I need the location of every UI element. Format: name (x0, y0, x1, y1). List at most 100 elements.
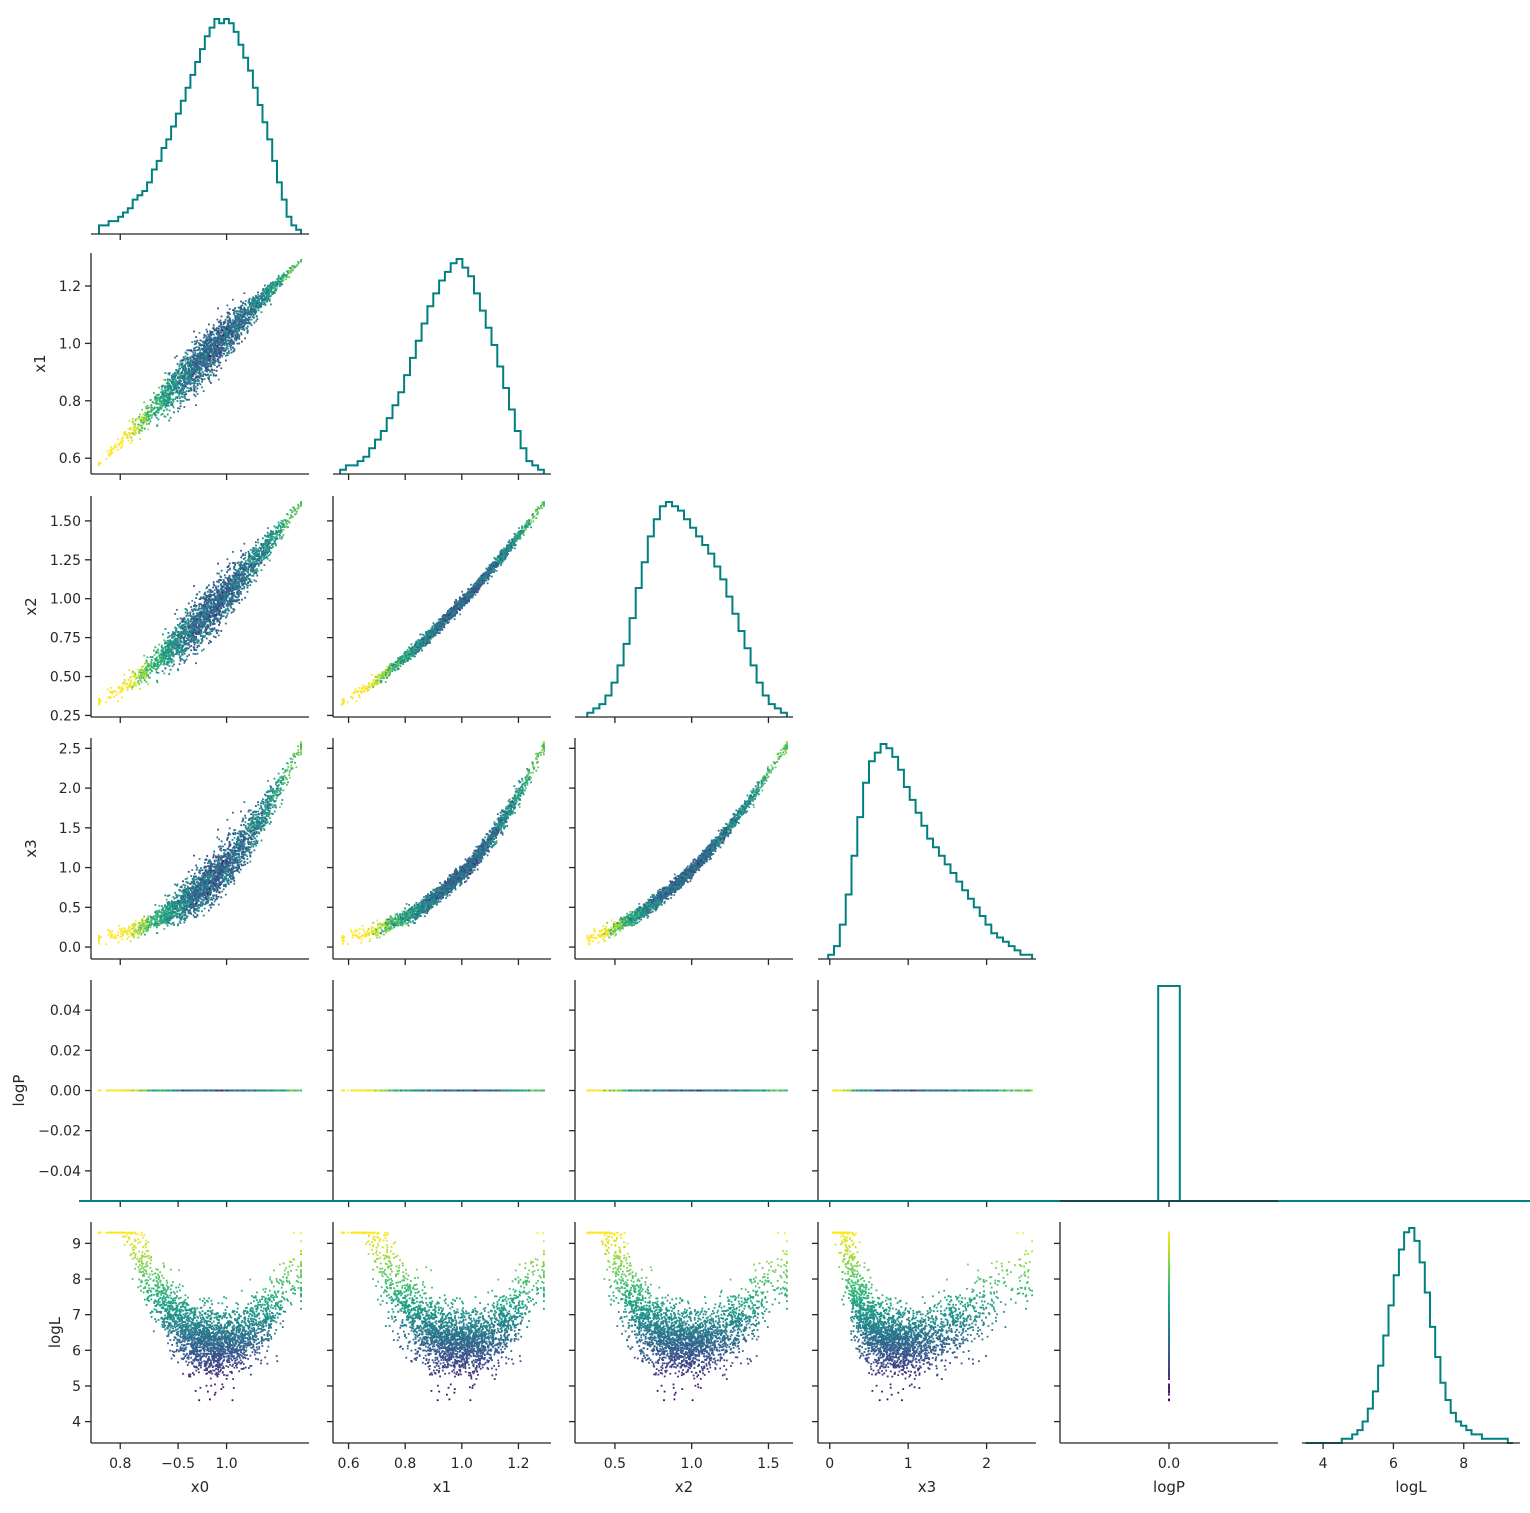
scatter-point (235, 582, 237, 584)
scatter-point (269, 289, 271, 291)
scatter-point (165, 379, 167, 381)
scatter-point (141, 681, 143, 683)
scatter-point (265, 294, 267, 296)
scatter-point (132, 418, 134, 420)
scatter-point (221, 596, 223, 598)
scatter-point (113, 696, 115, 698)
scatter-point (174, 627, 176, 629)
scatter-point (205, 348, 207, 350)
scatter-point (186, 655, 188, 657)
scatter-point (283, 529, 285, 531)
scatter-point (195, 404, 197, 406)
scatter-point (260, 293, 262, 295)
scatter-point (147, 656, 149, 658)
scatter-point (201, 640, 203, 642)
scatter-point (175, 396, 177, 398)
scatter-point (153, 392, 155, 394)
scatter-point (300, 260, 302, 262)
scatter-point (196, 605, 198, 607)
scatter-point (221, 337, 223, 339)
scatter-point (199, 614, 201, 616)
scatter-point (191, 363, 193, 365)
scatter-point (163, 653, 165, 655)
scatter-point (271, 286, 273, 288)
scatter-point (157, 681, 159, 683)
scatter-point (280, 522, 282, 524)
scatter-point (190, 382, 192, 384)
scatter-point (219, 344, 221, 346)
scatter-point (137, 424, 139, 426)
scatter-point (152, 401, 154, 403)
scatter-point (180, 644, 182, 646)
scatter-point (203, 616, 205, 618)
scatter-point (190, 639, 192, 641)
scatter-point (195, 376, 197, 378)
scatter-point (230, 603, 232, 605)
scatter-point (225, 609, 227, 611)
scatter-point (179, 647, 181, 649)
scatter-point (189, 625, 191, 627)
scatter-point (195, 386, 197, 388)
scatter-point (226, 328, 228, 330)
scatter-point (236, 315, 238, 317)
scatter-point (239, 575, 241, 577)
scatter-point (131, 688, 133, 690)
scatter-point (199, 332, 201, 334)
scatter-point (229, 345, 231, 347)
scatter-point (202, 608, 204, 610)
scatter-point (145, 412, 147, 414)
scatter-point (254, 561, 256, 563)
scatter-point (221, 327, 223, 329)
scatter-point (148, 423, 150, 425)
scatter-point (186, 633, 188, 635)
scatter-point (197, 385, 199, 387)
scatter-point (242, 309, 244, 311)
scatter-point (255, 545, 257, 547)
scatter-point (150, 399, 152, 401)
scatter-point (188, 390, 190, 392)
scatter-point (197, 355, 199, 357)
scatter-point (231, 352, 233, 354)
scatter-point (270, 304, 272, 306)
scatter-point (243, 583, 245, 585)
scatter-point (260, 543, 262, 545)
scatter-point (197, 368, 199, 370)
scatter-point (170, 669, 172, 671)
scatter-point (134, 673, 136, 675)
scatter-point (257, 307, 259, 309)
scatter-point (265, 543, 267, 545)
scatter-point (215, 350, 217, 352)
scatter-point (210, 357, 212, 359)
scatter-point (258, 303, 260, 305)
scatter-point (233, 312, 235, 314)
scatter-point (246, 322, 248, 324)
scatter-point (203, 636, 205, 638)
scatter-point (281, 283, 283, 285)
scatter-point (239, 577, 241, 579)
scatter-point (200, 624, 202, 626)
scatter-point (197, 366, 199, 368)
scatter-point (228, 600, 230, 602)
scatter-point (173, 411, 175, 413)
scatter-point (231, 593, 233, 595)
scatter-point (240, 308, 242, 310)
scatter-point (186, 387, 188, 389)
scatter-point (241, 325, 243, 327)
scatter-point (193, 348, 195, 350)
scatter-point (170, 390, 172, 392)
scatter-point (206, 359, 208, 361)
scatter-point (135, 428, 137, 430)
scatter-point (232, 562, 234, 564)
scatter-point (176, 390, 178, 392)
scatter-point (195, 597, 197, 599)
scatter-point (183, 633, 185, 635)
scatter-point (229, 588, 231, 590)
scatter-point (257, 542, 259, 544)
scatter-point (226, 571, 228, 573)
scatter-point (245, 300, 247, 302)
scatter-point (236, 599, 238, 601)
scatter-point (202, 349, 204, 351)
scatter-point (216, 588, 218, 590)
scatter-point (159, 658, 161, 660)
scatter-point (180, 390, 182, 392)
